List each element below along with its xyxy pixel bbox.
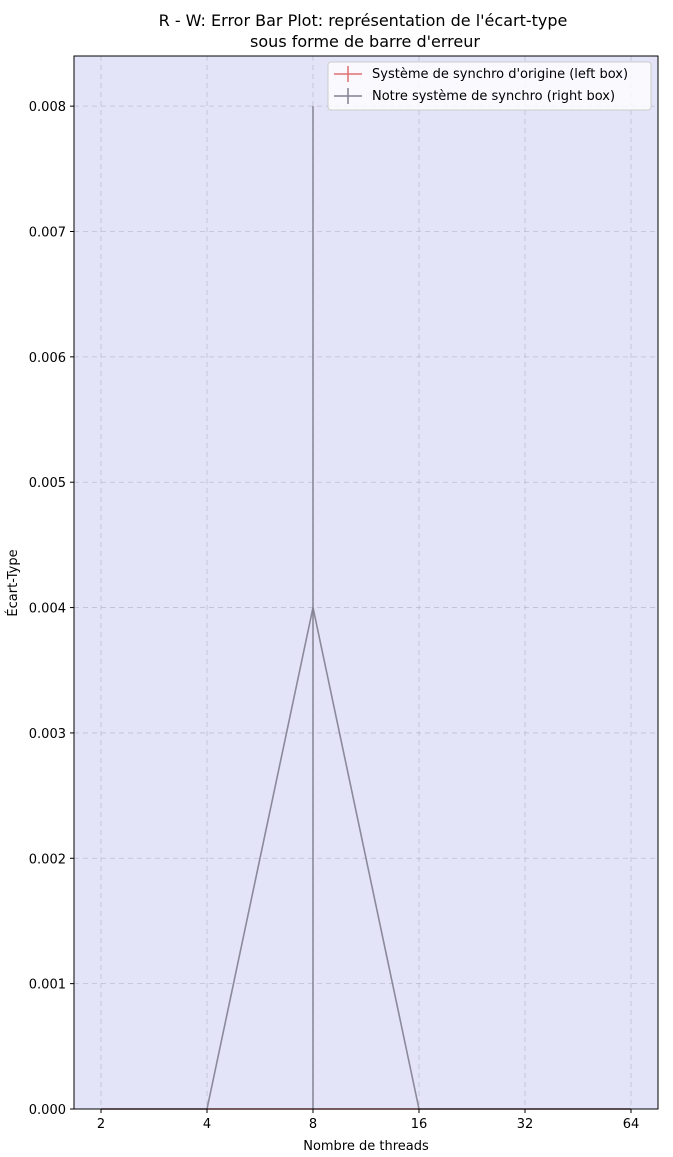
y-tick-label: 0.005: [29, 476, 66, 491]
x-axis-ticks: 2 4 8 16 32 64: [97, 1109, 639, 1132]
legend-box: [327, 61, 652, 111]
x-tick-label: 4: [203, 1117, 211, 1132]
y-axis-label: Écart-Type: [5, 549, 21, 616]
plot-frame: [73, 55, 659, 1110]
x-axis-label: Nombre de threads: [303, 1139, 429, 1154]
x-tick-label: 32: [517, 1117, 534, 1132]
y-tick-label: 0.007: [29, 226, 66, 241]
x-tick-label: 2: [97, 1117, 105, 1132]
x-tick-label: 8: [309, 1117, 317, 1132]
y-tick-label: 0.008: [29, 100, 66, 115]
plot-area: [74, 56, 658, 1109]
y-tick-label: 0.000: [29, 1103, 66, 1118]
x-tick-label: 16: [411, 1117, 428, 1132]
y-tick-label: 0.003: [29, 727, 66, 742]
y-tick-label: 0.004: [29, 602, 66, 617]
y-axis-ticks: 0.000 0.001 0.002 0.003 0.004 0.005 0.006 0.007…: [29, 100, 74, 1118]
chart-title-line-2: sous forme de barre d'erreur: [250, 32, 480, 51]
legend-label-series-2: Notre système de synchro (right box): [372, 89, 615, 104]
y-tick-label: 0.006: [29, 351, 66, 366]
chart-title-line-1: R - W: Error Bar Plot: représentation de…: [159, 11, 568, 30]
x-tick-label: 64: [623, 1117, 640, 1132]
y-tick-label: 0.001: [29, 978, 66, 993]
y-tick-label: 0.002: [29, 852, 66, 867]
legend: Système de synchro d'origine (left box) …: [327, 61, 652, 111]
legend-label-series-1: Système de synchro d'origine (left box): [372, 67, 628, 82]
